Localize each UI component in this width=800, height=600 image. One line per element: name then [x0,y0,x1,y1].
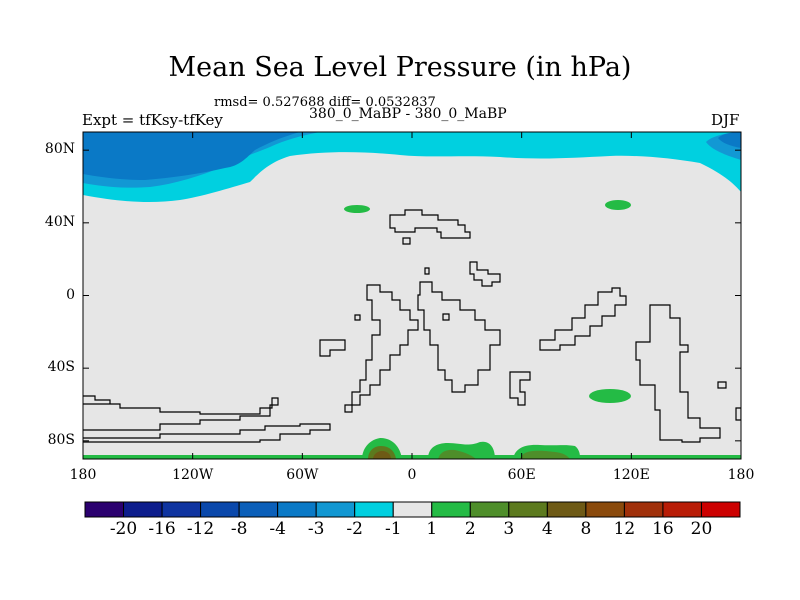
period-label: 380_0_MaBP - 380_0_MaBP [309,106,507,122]
x-tick-label: 60E [507,467,536,483]
coast-island-5 [442,313,450,321]
y-tick-label: 40S [47,359,75,376]
colorbar-tick-label: 4 [541,519,553,539]
colorbar-swatch [700,501,741,518]
coast-island-2 [424,267,430,275]
high-north-atlantic [344,205,370,213]
coast-north-america [389,209,471,239]
chart-title: Mean Sea Level Pressure (in hPa) [168,52,632,83]
colorbar-tick-label: 1 [426,519,438,539]
colorbar-swatch [508,501,548,518]
colorbar-tick-label: -1 [384,519,402,539]
antarctic-high-far-east-inner [520,450,570,459]
colorbar-tick-label: 12 [613,519,636,539]
colorbar-tick-label: -3 [307,519,325,539]
colorbar-tick-label: -16 [148,519,176,539]
coast-antarctica-west [83,395,111,404]
coast-antarctica [83,397,279,431]
coast-island-6 [717,381,727,389]
colorbar-swatch [469,501,510,518]
colorbar-tick-label: -4 [269,519,286,539]
colorbar-tick-label: 2 [464,519,476,539]
colorbar-swatch [238,501,279,518]
coast-island-4 [354,314,361,321]
colorbar-tick-label: -12 [186,519,215,539]
coast-south-america [344,284,419,413]
y-tick-label: 80S [47,431,75,448]
experiment-label: Expt = tfKsy-tfKey [82,111,223,129]
x-tick-label: 180 [69,467,97,483]
colorbar-tick-label: -8 [230,519,248,539]
colorbar-tick-label: 16 [652,519,674,539]
colorbar-tick-label: 8 [580,519,592,539]
high-north-asia [605,200,631,210]
coast-island-1 [402,237,411,245]
high-south-indian [589,389,631,403]
season-label: DJF [711,111,740,129]
coastlines [83,209,741,443]
antarctic-high-west-core [373,451,391,459]
colorbar-tick-label: -20 [109,519,138,539]
colorbar-swatch [200,501,240,518]
colorbar-tick-label: 20 [690,519,713,539]
coast-island-3 [319,339,346,357]
colorbar-swatch [315,501,356,518]
colorbar-swatch [662,501,702,518]
y-tick-label: 80N [44,141,75,158]
colorbar-swatch [84,501,125,518]
colorbar-swatch [623,501,664,518]
colorbar-tick-label: -2 [346,519,363,539]
x-tick-label: 60W [286,467,319,483]
x-tick-label: 120W [172,467,214,483]
x-tick-marks [82,132,742,459]
y-tick-label: 0 [66,286,75,303]
antarctic-high-east-inner [438,449,476,459]
stats-label: rmsd= 0.527688 diff= 0.0532837 [214,95,436,110]
arctic-low-core-east [718,132,741,148]
coast-south-atlantic [509,371,531,406]
colorbar-swatch [354,501,394,518]
colorbar-swatch [392,501,433,518]
arctic-low-core [83,132,300,180]
coast-asia [539,287,627,351]
colorbar-tick-label: 3 [503,519,515,539]
x-tick-label: 120E [612,467,650,483]
map-area [83,132,741,459]
coast-africa [417,281,501,393]
y-tick-marks [83,149,741,442]
colorbar-swatch [546,501,587,518]
colorbar [84,501,741,518]
colorbar-swatch [431,501,471,518]
y-tick-label: 40N [44,213,75,230]
x-tick-label: 180 [727,467,755,483]
coast-eurasia [469,261,501,287]
colorbar-swatch [277,501,317,518]
coast-antarctica-inner [83,423,331,443]
colorbar-swatch [123,501,163,518]
coast-australia [635,304,721,443]
colorbar-swatch [161,501,202,518]
coast-island-7 [735,407,741,421]
x-tick-label: 0 [407,467,417,483]
colorbar-swatch [585,501,625,518]
